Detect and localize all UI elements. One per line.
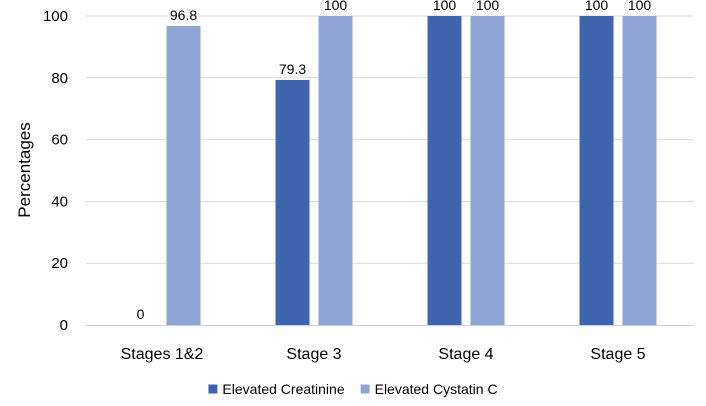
data-labels: 0 96.8 79.3 100 100 100 100 100 (137, 0, 652, 322)
bar-0-2 (427, 16, 462, 325)
legend: Elevated Creatinine Elevated Cystatin C (208, 381, 498, 397)
data-label-1-1: 100 (324, 0, 348, 13)
x-category-label: Stage 3 (286, 346, 341, 363)
data-label-1-2: 100 (476, 0, 500, 13)
y-tick-label: 100 (43, 8, 68, 25)
bars (166, 16, 657, 325)
legend-label-0: Elevated Creatinine (222, 381, 344, 397)
y-tick-label: 0 (60, 317, 68, 334)
bar-1-3 (622, 16, 657, 325)
bar-1-0 (166, 25, 201, 325)
y-tick-label: 80 (51, 70, 68, 87)
legend-swatch-1 (360, 384, 370, 394)
legend-label-1: Elevated Cystatin C (375, 381, 498, 397)
bar-0-3 (579, 16, 614, 325)
data-label-0-0: 0 (137, 306, 145, 322)
x-category-label: Stage 5 (590, 346, 645, 363)
data-label-1-0: 96.8 (170, 7, 197, 23)
y-tick-label: 60 (51, 132, 68, 149)
y-axis-title: Percentages (15, 122, 34, 217)
x-axis-categories: Stages 1&2 Stage 3 Stage 4 Stage 5 (121, 346, 646, 363)
data-label-1-3: 100 (628, 0, 652, 13)
y-tick-label: 20 (51, 255, 68, 272)
data-label-0-2: 100 (433, 0, 457, 13)
x-category-label: Stages 1&2 (121, 346, 204, 363)
legend-swatch-0 (208, 384, 218, 394)
x-category-label: Stage 4 (438, 346, 493, 363)
y-tick-label: 40 (51, 193, 68, 210)
y-axis-ticks: 0 20 40 60 80 100 (43, 8, 68, 334)
data-label-0-1: 79.3 (279, 61, 306, 77)
bar-1-1 (318, 16, 353, 325)
data-label-0-3: 100 (585, 0, 609, 13)
bar-0-1 (275, 79, 310, 325)
bar-1-2 (470, 16, 505, 325)
